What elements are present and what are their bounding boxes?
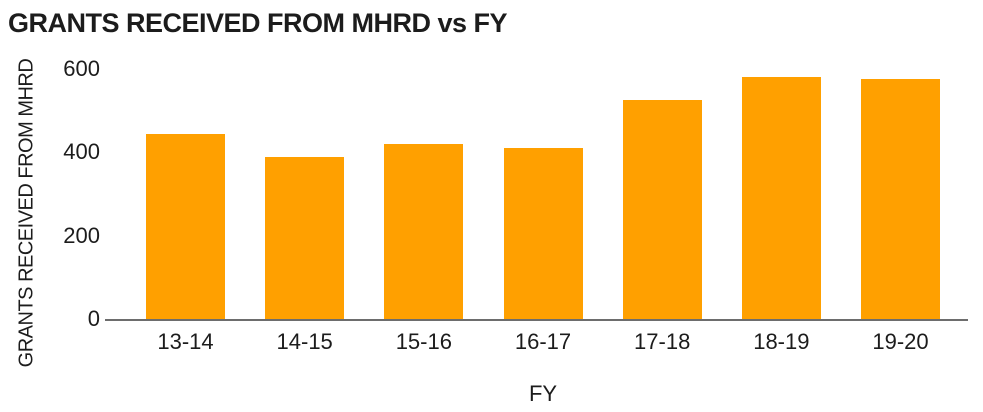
x-axis-line <box>105 319 968 321</box>
y-axis-title: GRANTS RECEIVED FROM MHRD <box>15 58 38 368</box>
bar-14-15 <box>265 156 345 319</box>
y-tick-label-0: 0 <box>87 306 100 331</box>
bar-17-18 <box>622 100 702 319</box>
x-tick-label-16-17: 16-17 <box>514 329 572 354</box>
bar-13-14 <box>146 133 225 319</box>
x-tick-label-18-19: 18-19 <box>753 329 810 354</box>
x-tick-label-13-14: 13-14 <box>157 329 214 354</box>
x-tick-label-19-20: 19-20 <box>872 329 929 354</box>
x-tick-label-15-16: 15-16 <box>395 329 452 354</box>
y-tick-label-400: 400 <box>63 139 100 165</box>
bar-15-16 <box>384 144 464 319</box>
x-tick-label-14-15: 14-15 <box>276 329 333 354</box>
y-tick-label-600: 600 <box>63 56 100 81</box>
y-tick-label-200: 200 <box>63 222 100 248</box>
bar-16-17 <box>503 148 583 319</box>
bar-18-19 <box>741 77 821 319</box>
x-tick-label-17-18: 17-18 <box>634 329 691 354</box>
x-axis-title: FY <box>528 381 558 406</box>
bar-19-20 <box>861 79 941 319</box>
chart-title: GRANTS RECEIVED FROM MHRD vs FY <box>8 8 508 38</box>
